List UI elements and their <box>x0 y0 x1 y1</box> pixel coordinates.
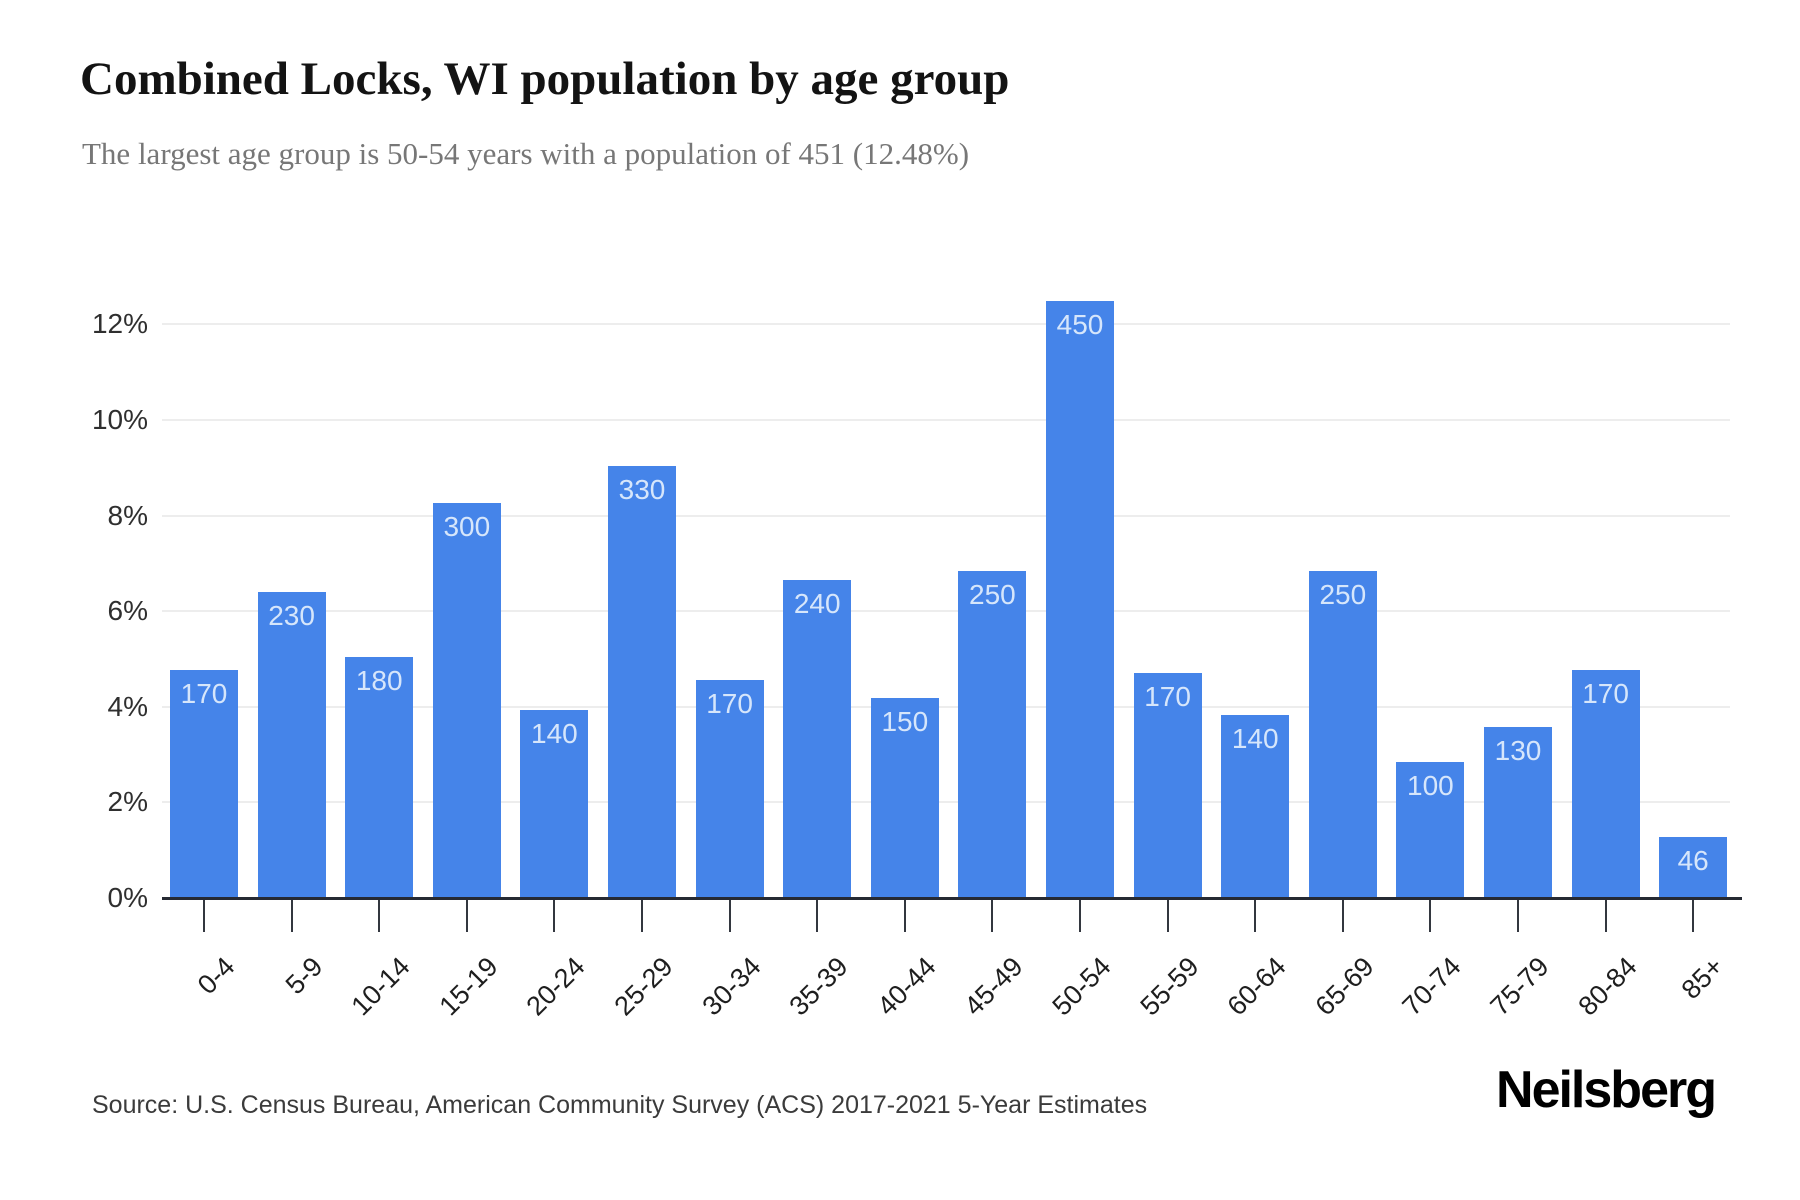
x-axis-label-20-24: 20-24 <box>520 951 591 1022</box>
bar-value-label: 330 <box>618 473 666 505</box>
bar-85+[interactable]: 46 <box>1659 836 1728 898</box>
gridline-10pct <box>162 419 1730 421</box>
x-axis-label-70-74: 70-74 <box>1396 951 1467 1022</box>
x-tick-25-29 <box>641 900 643 932</box>
x-tick-85+ <box>1692 900 1695 932</box>
x-tick-5-9 <box>290 900 293 932</box>
y-axis-label-2pct: 2% <box>107 786 148 818</box>
bar-value-label: 130 <box>1494 734 1542 766</box>
bar-value-label: 180 <box>355 665 403 697</box>
bar-value-label: 170 <box>706 688 753 720</box>
x-axis-label-50-54: 50-54 <box>1046 951 1117 1022</box>
x-axis-label-65-69: 65-69 <box>1309 951 1380 1022</box>
chart-subtitle: The largest age group is 50-54 years wit… <box>82 136 970 171</box>
gridline-12pct <box>162 323 1730 326</box>
bar-25-29[interactable]: 330 <box>608 465 676 898</box>
x-axis-label-55-59: 55-59 <box>1134 951 1205 1022</box>
chart-title: Combined Locks, WI population by age gro… <box>80 53 1010 105</box>
bar-55-59[interactable]: 170 <box>1133 672 1202 898</box>
y-axis-label-0pct: 0% <box>107 882 148 913</box>
bar-75-79[interactable]: 130 <box>1484 726 1552 898</box>
bar-value-label: 100 <box>1407 769 1454 801</box>
x-tick-10-14 <box>378 900 381 932</box>
bar-65-69[interactable]: 250 <box>1308 571 1377 898</box>
x-axis-label-35-39: 35-39 <box>783 951 854 1022</box>
x-tick-70-74 <box>1429 900 1432 932</box>
x-tick-0-4 <box>203 900 205 932</box>
x-axis-label-45-49: 45-49 <box>958 951 1029 1022</box>
x-tick-45-49 <box>991 900 994 932</box>
bar-value-label: 250 <box>1319 579 1367 611</box>
bar-value-label: 46 <box>1677 844 1709 876</box>
x-tick-30-34 <box>728 900 731 932</box>
bar-5-9[interactable]: 230 <box>257 592 326 898</box>
bar-15-19[interactable]: 300 <box>432 503 501 898</box>
x-tick-65-69 <box>1341 900 1344 932</box>
x-tick-20-24 <box>553 900 556 932</box>
y-axis-label-6pct: 6% <box>107 595 148 627</box>
x-tick-40-44 <box>903 900 906 932</box>
bar-50-54[interactable]: 450 <box>1046 301 1114 898</box>
x-axis-label-30-34: 30-34 <box>696 951 767 1022</box>
x-axis-label-5-9: 5-9 <box>279 951 329 1001</box>
bar-40-44[interactable]: 150 <box>870 698 939 898</box>
bar-value-label: 150 <box>881 706 929 738</box>
bar-value-label: 230 <box>268 600 315 632</box>
bar-60-64[interactable]: 140 <box>1221 714 1290 898</box>
bar-10-14[interactable]: 180 <box>345 657 414 898</box>
x-tick-50-54 <box>1079 900 1081 932</box>
x-axis-label-10-14: 10-14 <box>345 951 416 1022</box>
gridline-6pct <box>162 610 1730 613</box>
gridline-4pct <box>162 705 1730 708</box>
bar-35-39[interactable]: 240 <box>783 580 852 898</box>
x-axis-label-60-64: 60-64 <box>1221 951 1292 1022</box>
gridline-8pct <box>162 514 1730 517</box>
x-tick-80-84 <box>1604 900 1607 932</box>
bar-value-label: 300 <box>443 511 491 543</box>
x-axis-label-80-84: 80-84 <box>1572 951 1643 1022</box>
x-axis-label-40-44: 40-44 <box>871 951 942 1022</box>
y-axis-label-10pct: 10% <box>91 404 148 435</box>
bar-value-label: 250 <box>969 579 1016 611</box>
bar-value-label: 240 <box>793 588 841 620</box>
x-axis-label-75-79: 75-79 <box>1484 951 1555 1022</box>
x-tick-55-59 <box>1166 900 1169 932</box>
gridline-2pct <box>162 801 1730 804</box>
x-axis-label-0-4: 0-4 <box>191 951 241 1001</box>
bar-value-label: 170 <box>1582 677 1629 709</box>
x-tick-60-64 <box>1254 900 1257 932</box>
x-axis-label-25-29: 25-29 <box>608 951 679 1022</box>
bar-80-84[interactable]: 170 <box>1571 669 1640 898</box>
x-axis-line <box>162 897 1742 900</box>
bar-30-34[interactable]: 170 <box>695 680 764 898</box>
bar-value-label: 140 <box>1231 722 1279 754</box>
bar-value-label: 170 <box>1144 680 1191 712</box>
y-axis-label-8pct: 8% <box>107 499 148 531</box>
x-axis-label-15-19: 15-19 <box>433 951 504 1022</box>
x-tick-75-79 <box>1517 900 1519 932</box>
source-note: Source: U.S. Census Bureau, American Com… <box>92 1091 1148 1119</box>
brand-logo: Neilsberg <box>1496 1061 1717 1119</box>
bar-0-4[interactable]: 170 <box>170 669 238 898</box>
y-axis-label-4pct: 4% <box>107 690 148 722</box>
x-axis-label-85+: 85+ <box>1676 951 1730 1005</box>
x-tick-35-39 <box>816 900 819 932</box>
y-axis-label-12pct: 12% <box>91 308 148 340</box>
bar-45-49[interactable]: 250 <box>958 571 1027 898</box>
x-tick-15-19 <box>465 900 468 932</box>
bar-20-24[interactable]: 140 <box>520 710 589 898</box>
bar-value-label: 450 <box>1056 309 1104 341</box>
bar-value-label: 140 <box>531 718 578 750</box>
bar-value-label: 170 <box>180 677 228 709</box>
bar-70-74[interactable]: 100 <box>1396 761 1465 898</box>
